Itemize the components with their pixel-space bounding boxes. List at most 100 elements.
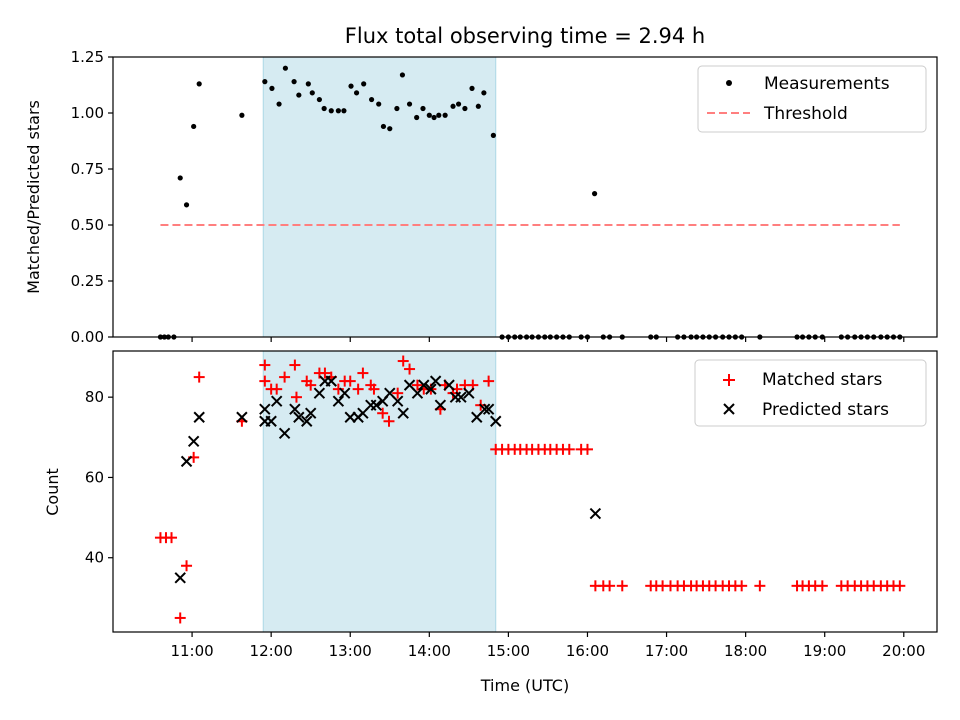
- measurement-point: [335, 108, 341, 114]
- measurement-point: [426, 112, 432, 118]
- matched-point: [181, 560, 193, 572]
- xtick-label: 19:00: [803, 642, 846, 660]
- measurement-point: [282, 65, 288, 71]
- measurement-point: [481, 90, 487, 96]
- measurement-point: [442, 112, 448, 118]
- top-shaded-span: [262, 56, 497, 338]
- measurement-point: [361, 81, 367, 87]
- measurement-point: [296, 92, 302, 98]
- matched-point: [166, 532, 178, 544]
- predicted-point: [391, 395, 404, 407]
- measurement-point: [291, 79, 297, 85]
- measurement-point: [321, 105, 327, 112]
- legend-matched-marker: [723, 374, 735, 386]
- predicted-point: [259, 403, 271, 415]
- matched-point: [305, 379, 317, 391]
- measurement-point: [462, 105, 468, 112]
- top-ytick-label: 0.50: [71, 216, 104, 234]
- top-ytick-label: 1.00: [71, 104, 104, 122]
- predicted-point: [411, 387, 424, 399]
- predicted-point: [313, 387, 326, 399]
- legend-matched: Matched stars: [762, 370, 882, 390]
- predicted-point: [187, 435, 200, 448]
- predicted-point: [338, 387, 351, 399]
- predicted-point: [397, 407, 409, 419]
- matched-point: [290, 391, 302, 403]
- matched-point: [483, 375, 495, 387]
- matched-point: [816, 580, 828, 592]
- top-panel: 0.00 0.25 0.50 0.75 1.00 1.25 Matched/Predict…: [24, 48, 938, 346]
- xtick-label: 20:00: [882, 642, 925, 660]
- predicted-point: [429, 375, 442, 387]
- matched-point: [411, 379, 423, 391]
- measurement-point: [399, 72, 406, 78]
- legend-measurements-marker: [726, 80, 732, 86]
- matched-point: [736, 580, 748, 592]
- measurement-point: [305, 81, 311, 87]
- measurement-point: [591, 191, 598, 197]
- measurement-point: [276, 101, 282, 107]
- predicted-point: [278, 427, 291, 439]
- matched-point: [397, 355, 409, 367]
- predicted-point: [304, 407, 317, 419]
- matched-point: [392, 387, 404, 399]
- matched-point: [352, 383, 364, 395]
- measurement-point: [380, 123, 387, 130]
- matched-point: [754, 580, 766, 592]
- bottom-axes-frame: [112, 350, 938, 633]
- matched-point: [383, 415, 395, 427]
- bottom-panel: 40 60 80 11:00 12:00 13:00 14:00 15:00 16:00 17:…: [43, 350, 938, 695]
- predicted-point: [589, 507, 602, 520]
- predicted-point: [265, 415, 277, 427]
- measurement-point: [341, 108, 347, 114]
- measurement-point: [316, 96, 322, 103]
- xtick-label: 13:00: [329, 642, 372, 660]
- xtick-label: 18:00: [724, 642, 767, 660]
- matched-point: [368, 383, 380, 395]
- matched-point: [604, 580, 616, 592]
- matched-series: [154, 355, 906, 624]
- top-axes-frame: [112, 56, 938, 338]
- predicted-point: [443, 379, 455, 391]
- matched-point: [193, 371, 205, 383]
- predicted-point: [482, 403, 495, 415]
- predicted-point: [418, 379, 430, 391]
- measurement-point: [368, 96, 375, 103]
- bottom-ylabel: Count: [43, 468, 62, 516]
- measurement-point: [353, 90, 360, 96]
- xtick-label: 15:00: [487, 642, 530, 660]
- matched-point: [357, 367, 369, 379]
- predicted-point: [490, 415, 502, 427]
- measurement-point: [196, 81, 202, 87]
- xtick-label: 11:00: [170, 642, 213, 660]
- top-ylabel: Matched/Predicted stars: [24, 100, 43, 294]
- measurement-point: [431, 114, 437, 121]
- matched-point: [563, 443, 575, 455]
- matched-point: [616, 580, 628, 592]
- measurement-point: [414, 114, 420, 121]
- matched-point: [404, 363, 416, 375]
- matched-point: [174, 612, 186, 624]
- predicted-point: [236, 411, 248, 423]
- top-legend: Measurements Threshold: [697, 65, 927, 133]
- measurement-point: [475, 103, 481, 109]
- measurement-point: [309, 90, 315, 96]
- bottom-ytick-label: 60: [85, 468, 104, 486]
- measurement-point: [387, 126, 393, 132]
- matched-point: [279, 371, 291, 383]
- predicted-point: [463, 387, 475, 399]
- measurement-point: [490, 132, 496, 138]
- predicted-point: [270, 395, 283, 407]
- bottom-ytick-label: 80: [85, 388, 104, 406]
- measurement-point: [269, 85, 275, 91]
- measurement-point: [450, 103, 456, 109]
- predicted-point: [193, 411, 205, 423]
- legend-predicted: Predicted stars: [762, 400, 889, 420]
- predicted-point: [425, 383, 437, 395]
- measurement-point: [406, 101, 413, 107]
- measurement-point: [328, 108, 334, 114]
- chart-title: Flux total observing time = 2.94 h: [345, 24, 705, 48]
- predicted-point: [332, 395, 345, 407]
- xtick-label: 17:00: [645, 642, 688, 660]
